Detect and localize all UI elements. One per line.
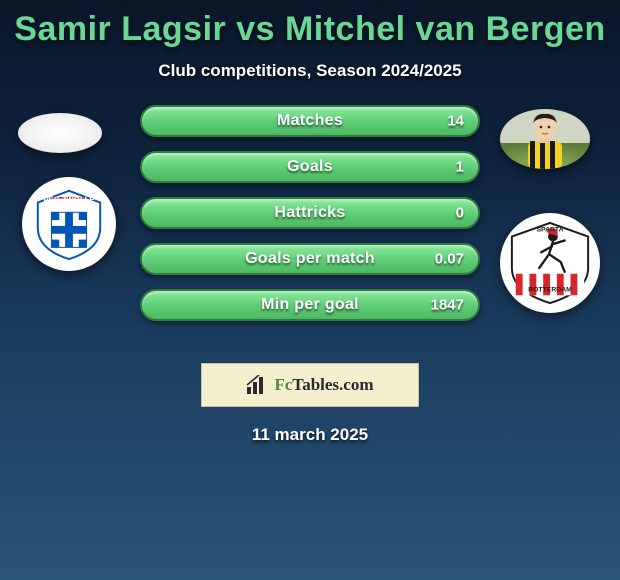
comparison-area: PEC ZWOLLE <box>0 105 620 345</box>
stat-row: Matches 14 <box>140 105 480 137</box>
club-left-logo: PEC ZWOLLE <box>22 177 116 271</box>
generated-date: 11 march 2025 <box>0 425 620 445</box>
stat-label: Goals per match <box>142 250 478 268</box>
page-subtitle: Club competitions, Season 2024/2025 <box>0 61 620 81</box>
svg-text:PEC ZWOLLE: PEC ZWOLLE <box>43 196 94 205</box>
watermark-badge: FcTables.com <box>201 363 419 407</box>
watermark-prefix: Fc <box>274 375 292 394</box>
stat-label: Hattricks <box>142 204 478 222</box>
svg-text:SPARTA: SPARTA <box>536 227 563 234</box>
bar-chart-icon <box>246 375 268 395</box>
watermark-suffix: Tables.com <box>292 375 373 394</box>
stat-bars: Matches 14 Goals 1 Hattricks 0 Goals per… <box>140 105 480 335</box>
stat-row: Goals 1 <box>140 151 480 183</box>
stat-right-value: 1 <box>456 159 464 176</box>
watermark-text: FcTables.com <box>274 375 373 395</box>
stat-row: Goals per match 0.07 <box>140 243 480 275</box>
stat-right-value: 0.07 <box>435 251 464 268</box>
stat-row: Hattricks 0 <box>140 197 480 229</box>
stat-label: Min per goal <box>142 296 478 314</box>
player-right-avatar <box>500 109 590 169</box>
stat-right-value: 1847 <box>431 297 464 314</box>
stat-row: Min per goal 1847 <box>140 289 480 321</box>
page-title: Samir Lagsir vs Mitchel van Bergen <box>0 0 620 49</box>
stat-right-value: 0 <box>456 205 464 222</box>
club-right-logo: ROTTERDAM SPARTA <box>500 213 600 313</box>
stat-label: Matches <box>142 112 478 130</box>
player-left-avatar <box>18 113 102 153</box>
stat-label: Goals <box>142 158 478 176</box>
stat-right-value: 14 <box>447 113 464 130</box>
svg-text:ROTTERDAM: ROTTERDAM <box>528 286 572 293</box>
